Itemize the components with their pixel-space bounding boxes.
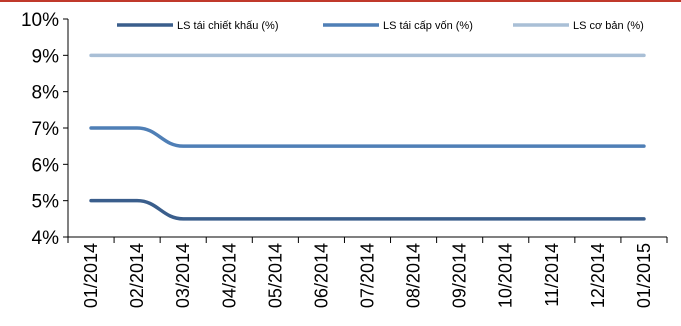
series-layer (89, 53, 646, 221)
x-tick-label: 07/2014 (358, 243, 378, 308)
x-tick-label: 08/2014 (404, 243, 424, 308)
y-tick-label: 6% (32, 155, 60, 176)
y-tick-label: 9% (32, 46, 60, 67)
x-tick-label: 11/2014 (542, 243, 562, 307)
x-axis: 01/2014 02/2014 03/2014 04/2014 05/2014 06/20… (67, 236, 668, 308)
y-tick-label: 8% (32, 83, 60, 104)
x-tick-label: 03/2014 (173, 243, 193, 308)
x-tick-label: 06/2014 (311, 243, 331, 308)
series-line-1 (89, 198, 646, 221)
x-tick-label: 01/2014 (81, 243, 101, 308)
y-tick-label: 4% (32, 228, 60, 249)
y-tick-label: 5% (32, 192, 60, 213)
y-tick-label: 10% (21, 10, 59, 31)
y-tick-label: 7% (32, 119, 60, 140)
x-tick-label: 12/2014 (588, 243, 608, 308)
x-tick-label: 01/2015 (634, 243, 654, 308)
x-tick-label: 04/2014 (219, 243, 239, 308)
x-tick-label: 05/2014 (265, 243, 285, 308)
legend-label: LS tái chiết khấu (%) (177, 20, 279, 32)
x-tick-label: 02/2014 (127, 243, 147, 308)
top-rule (0, 0, 681, 2)
legend-label: LS tái cấp vốn (%) (383, 20, 473, 32)
x-tick-label: 10/2014 (496, 243, 516, 308)
series-line-2 (89, 126, 646, 148)
legend: LS tái chiết khấu (%) LS tái cấp vốn (%) L… (117, 20, 644, 32)
legend-label: LS cơ bản (%) (573, 20, 644, 32)
x-tick-label: 09/2014 (450, 243, 470, 308)
y-axis: 4% 5% 6% 7% 8% 9% 10% (21, 10, 69, 249)
